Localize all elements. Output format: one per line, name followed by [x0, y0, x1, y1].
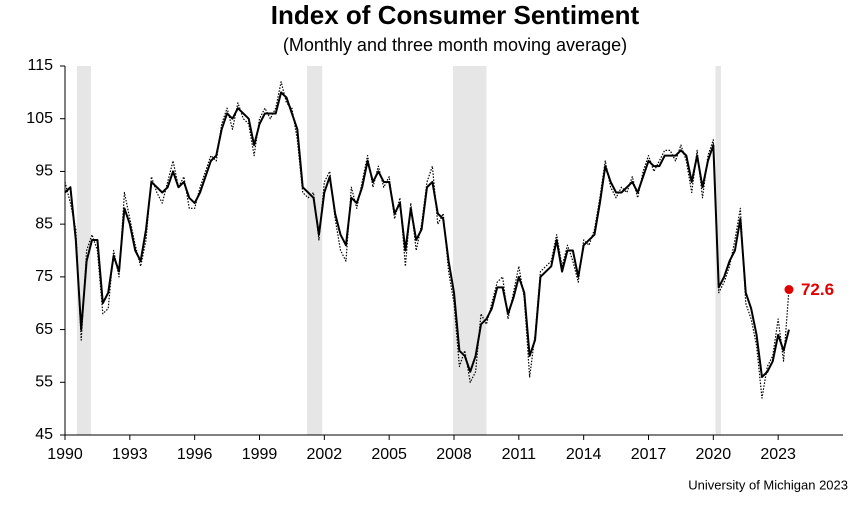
series-line [64, 81, 790, 399]
y-tick-label: 115 [27, 57, 53, 74]
y-tick-label: 95 [35, 163, 53, 180]
y-tick-label: 45 [35, 426, 53, 443]
recession-band [452, 66, 487, 435]
x-tick-label: 1999 [242, 446, 278, 463]
x-tick-label: 1990 [47, 446, 83, 463]
y-tick-label: 55 [35, 374, 53, 391]
chart-subtitle: (Monthly and three month moving average) [283, 35, 627, 55]
x-tick-label: 2011 [502, 446, 537, 463]
x-tick-label: 2020 [696, 446, 732, 463]
y-tick-label: 85 [35, 215, 53, 232]
recession-band [307, 66, 323, 435]
x-tick-label: 2008 [436, 446, 472, 463]
chart-title: Index of Consumer Sentiment [271, 0, 640, 30]
source: University of Michigan 2023 [688, 477, 848, 492]
x-tick-label: 1996 [177, 446, 213, 463]
x-tick-label: 2002 [307, 446, 343, 463]
x-tick-label: 2017 [631, 446, 667, 463]
x-tick-label: 2005 [371, 446, 407, 463]
x-tick-label: 2014 [566, 446, 602, 463]
latest-label: 72.6 [801, 280, 834, 299]
x-tick-label: 2023 [760, 446, 796, 463]
latest-point [784, 285, 794, 295]
x-tick-label: 1993 [112, 446, 148, 463]
y-tick-label: 65 [35, 321, 53, 338]
series-line [64, 91, 790, 379]
y-tick-label: 75 [35, 268, 53, 285]
y-tick-label: 105 [26, 110, 53, 127]
recession-band [76, 66, 91, 435]
